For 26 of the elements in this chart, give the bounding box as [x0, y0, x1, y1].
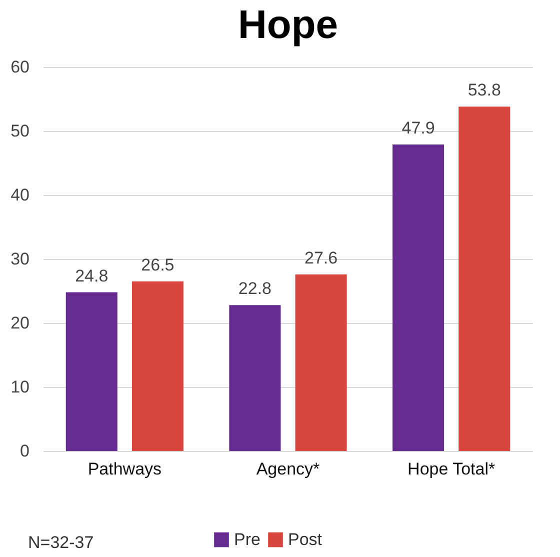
y-tick-label: 20	[10, 314, 30, 332]
legend-label: Pre	[234, 530, 260, 549]
data-label: 47.9	[402, 118, 435, 138]
y-tick-label: 40	[10, 186, 30, 204]
bar	[392, 144, 444, 451]
data-label: 27.6	[304, 248, 338, 268]
y-tick-label: 30	[10, 250, 30, 268]
x-tick-label: Hope Total*	[408, 460, 496, 478]
data-label: 26.5	[141, 255, 174, 274]
text: N=32-37	[28, 533, 94, 553]
y-tick-label: 60	[10, 58, 30, 76]
bar	[295, 274, 347, 451]
x-tick-label: Pathways	[88, 460, 162, 478]
y-tick-label: 50	[10, 122, 30, 140]
data-label: 53.8	[468, 80, 501, 100]
bar	[66, 292, 118, 451]
bar	[458, 106, 510, 451]
legend-label: Post	[288, 530, 322, 549]
chart-title: Hope	[238, 3, 338, 47]
y-tick-label: 10	[10, 378, 30, 396]
bar	[132, 281, 184, 451]
x-tick-label: Agency*	[256, 460, 320, 478]
data-label: 22.8	[238, 279, 272, 298]
y-tick-label: 0	[20, 442, 30, 460]
bar	[229, 305, 281, 451]
data-label: 24.8	[75, 266, 108, 286]
